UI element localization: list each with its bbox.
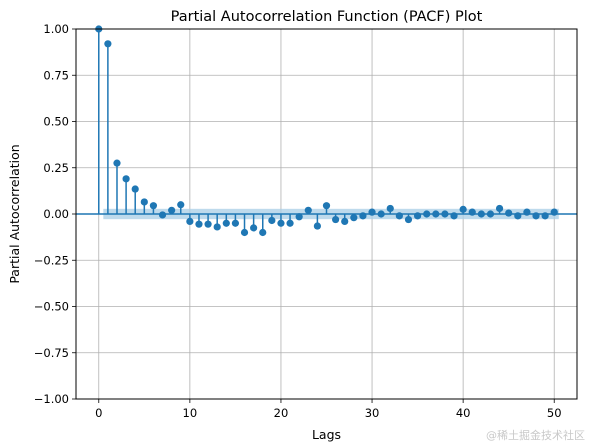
pacf-point	[240, 228, 249, 237]
y-tick-label: 0.00	[43, 207, 69, 221]
y-tick-label: 0.75	[43, 68, 69, 82]
pacf-point	[550, 208, 558, 216]
pacf-point	[532, 212, 540, 220]
pacf-point	[268, 216, 276, 225]
pacf-point	[304, 206, 312, 214]
pacf-point	[177, 201, 185, 209]
x-tick-label: 40	[456, 406, 471, 420]
pacf-point	[541, 212, 549, 220]
pacf-point	[204, 220, 212, 228]
pacf-point	[450, 212, 458, 220]
x-axis-ticks: 0 10 20 30 40 50	[95, 399, 562, 420]
chart-title: Partial Autocorrelation Function (PACF) …	[171, 9, 483, 25]
pacf-point	[523, 208, 531, 216]
pacf-point	[113, 159, 121, 167]
y-tick-label: −1.00	[34, 392, 69, 406]
pacf-point	[131, 185, 139, 193]
pacf-point	[250, 224, 258, 232]
y-tick-label: −0.25	[34, 253, 69, 267]
stem-series	[95, 25, 558, 237]
y-tick-label: 1.00	[43, 22, 69, 36]
y-tick-label: 0.50	[43, 115, 69, 129]
pacf-point	[432, 210, 440, 218]
pacf-point	[140, 198, 148, 206]
pacf-point	[259, 228, 267, 237]
pacf-point	[322, 202, 331, 210]
x-tick-label: 50	[547, 406, 562, 420]
pacf-point	[395, 212, 403, 220]
pacf-point	[368, 208, 376, 216]
x-tick-label: 10	[183, 406, 198, 420]
pacf-point	[486, 210, 495, 218]
pacf-point	[295, 213, 303, 221]
pacf-point	[286, 219, 294, 227]
pacf-point	[413, 212, 422, 220]
y-tick-label: −0.75	[34, 346, 69, 360]
x-axis-label: Lags	[312, 427, 341, 442]
pacf-point	[505, 209, 513, 217]
pacf-point	[122, 175, 130, 183]
pacf-point	[231, 219, 240, 227]
y-axis-label: Partial Autocorrelation	[7, 144, 22, 283]
pacf-point	[149, 202, 158, 210]
pacf-point	[514, 212, 522, 220]
pacf-point	[186, 217, 194, 225]
x-tick-label: 30	[365, 406, 380, 420]
x-tick-label: 0	[95, 406, 102, 420]
y-tick-label: −0.50	[34, 300, 69, 314]
pacf-point	[341, 217, 349, 225]
pacf-point	[441, 210, 449, 218]
pacf-point	[158, 211, 167, 219]
pacf-point	[213, 223, 221, 231]
y-axis-ticks: −1.00 −0.75 −0.50 −0.25 0.00 0.25 0.50 0.75 1.00	[34, 22, 76, 406]
pacf-point	[332, 215, 340, 224]
pacf-point	[313, 222, 321, 230]
pacf-point	[386, 204, 394, 213]
pacf-point	[195, 220, 203, 228]
pacf-point	[404, 215, 413, 224]
pacf-point	[468, 208, 476, 216]
y-tick-label: 0.25	[43, 161, 69, 175]
pacf-point	[277, 219, 285, 227]
pacf-point	[350, 214, 358, 222]
pacf-point	[495, 204, 504, 213]
pacf-point	[104, 40, 112, 48]
x-tick-label: 20	[274, 406, 289, 420]
watermark: @稀土掘金技术社区	[486, 429, 585, 442]
pacf-point	[459, 205, 467, 213]
pacf-point	[168, 206, 176, 214]
pacf-point	[423, 210, 431, 218]
pacf-point	[377, 210, 385, 218]
pacf-point	[222, 219, 230, 227]
pacf-point	[477, 210, 485, 218]
pacf-point	[359, 212, 367, 220]
